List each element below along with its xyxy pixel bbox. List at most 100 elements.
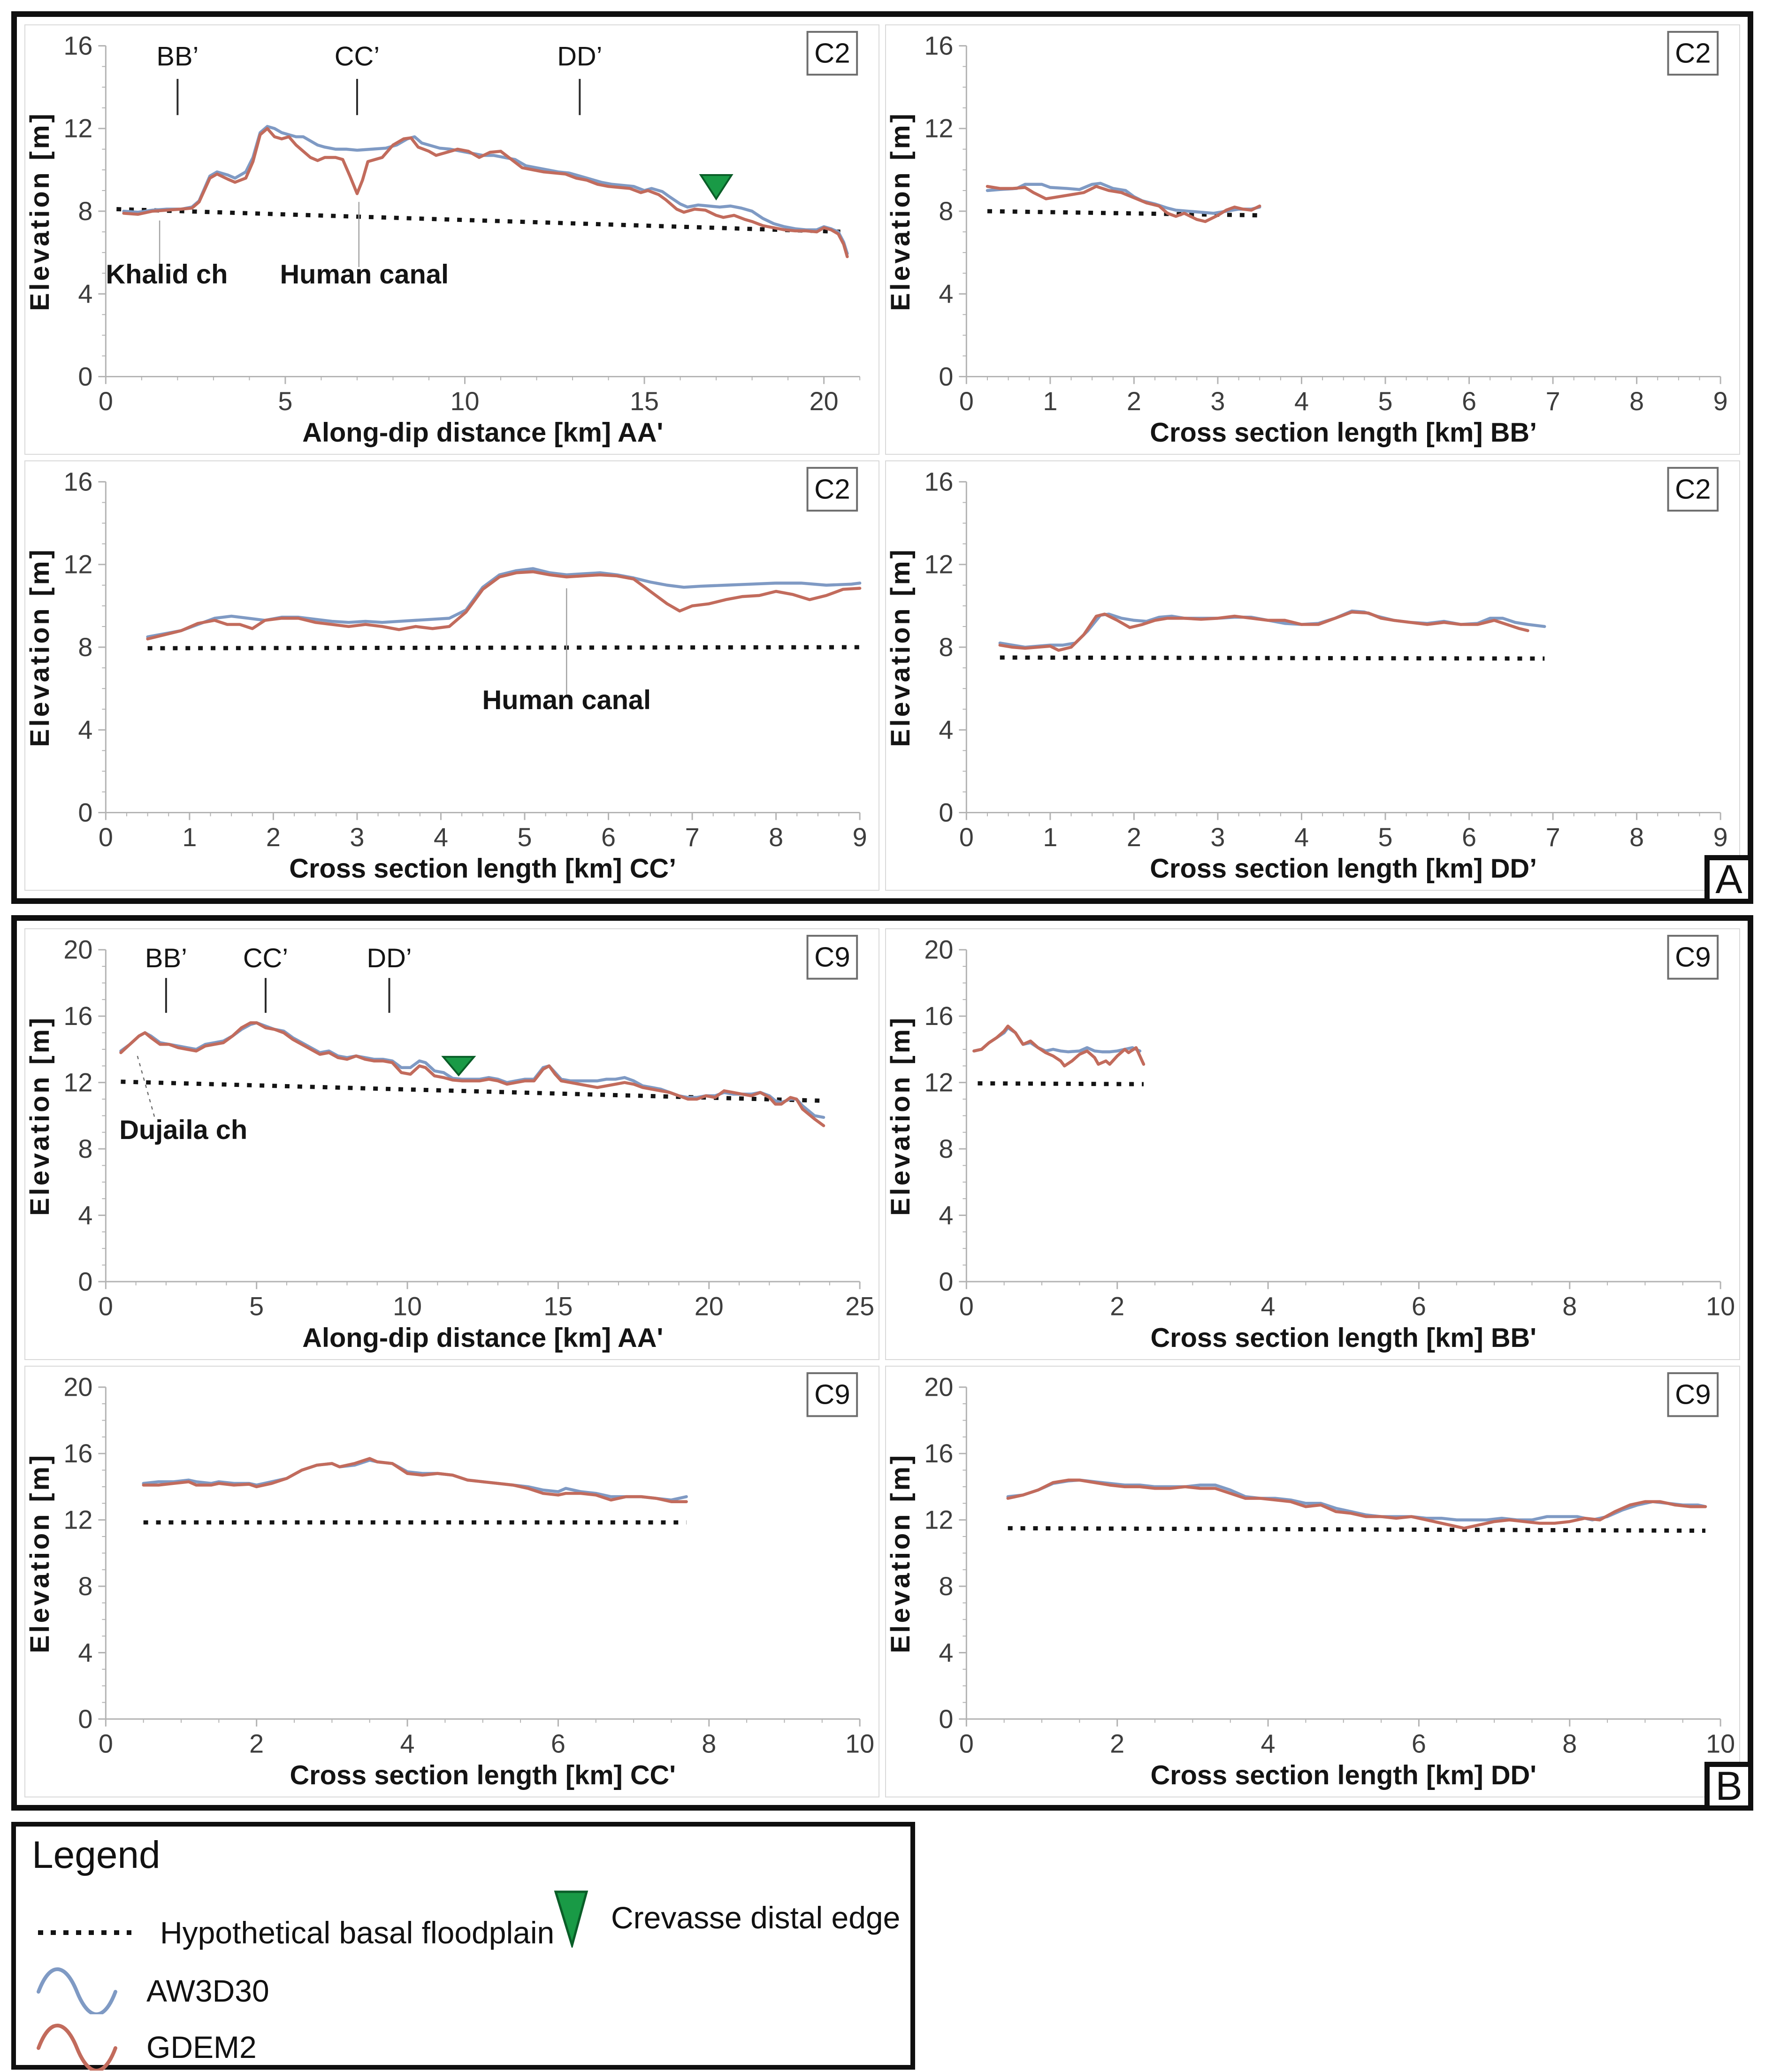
svg-text:Elevation [m]: Elevation [m] [25,547,55,747]
svg-text:4: 4 [1294,387,1309,416]
svg-text:8: 8 [1629,823,1644,852]
svg-text:Dujaila ch: Dujaila ch [119,1115,247,1145]
chart-c2-cross-cc: 0 4 8 12 16 0 1 2 3 4 5 6 7 8 9 Cross section length [k… [24,460,879,891]
svg-text:8: 8 [78,1572,92,1601]
svg-text:16: 16 [63,467,92,497]
svg-text:4: 4 [400,1729,415,1759]
dashed-line-icon [38,1930,131,1935]
svg-text:3: 3 [350,823,364,852]
svg-text:Human canal: Human canal [482,685,651,715]
svg-text:C9: C9 [814,941,850,973]
svg-text:5: 5 [1378,823,1393,852]
svg-text:0: 0 [939,798,953,827]
svg-text:20: 20 [695,1292,724,1321]
svg-text:12: 12 [924,550,953,579]
svg-text:8: 8 [939,1572,953,1601]
svg-text:7: 7 [1546,823,1560,852]
svg-text:16: 16 [63,1439,92,1468]
svg-text:4: 4 [78,715,92,744]
svg-text:4: 4 [939,715,953,744]
svg-text:Cross section length [km] BB': Cross section length [km] BB' [1150,1323,1536,1353]
svg-text:8: 8 [1562,1729,1577,1759]
svg-text:20: 20 [63,1373,92,1402]
svg-text:8: 8 [1629,387,1644,416]
svg-text:9: 9 [1713,387,1728,416]
svg-text:12: 12 [924,114,953,143]
svg-text:Elevation [m]: Elevation [m] [25,1016,55,1216]
red-wave-icon [37,2024,117,2071]
svg-text:2: 2 [1110,1729,1124,1759]
svg-text:Along-dip distance [km] AA': Along-dip distance [km] AA' [302,418,663,448]
svg-text:C2: C2 [814,37,850,69]
crevasse-triangle-icon [554,1890,588,1948]
chart-c2-cross-bb: 0 4 8 12 16 0 1 2 3 4 5 6 7 8 9 Cross section length [k… [885,24,1740,455]
svg-text:8: 8 [78,633,92,662]
svg-text:20: 20 [924,1373,953,1402]
svg-text:9: 9 [1713,823,1728,852]
svg-text:6: 6 [1412,1729,1426,1759]
svg-text:6: 6 [1412,1292,1426,1321]
svg-text:DD’: DD’ [557,42,602,72]
svg-text:2: 2 [249,1729,264,1759]
chart-svg-c9-along-dip-aa: 0 4 8 12 16 20 0 5 10 15 20 25 Along-dip distance [k… [25,934,874,1353]
svg-text:0: 0 [99,387,113,416]
svg-text:0: 0 [959,387,974,416]
svg-text:4: 4 [1261,1729,1276,1759]
svg-text:15: 15 [630,387,659,416]
svg-text:Elevation [m]: Elevation [m] [886,1453,916,1653]
svg-text:BB’: BB’ [156,42,199,72]
svg-text:Along-dip distance [km] AA': Along-dip distance [km] AA' [302,1323,663,1353]
svg-text:2: 2 [1127,823,1141,852]
svg-text:16: 16 [924,467,953,497]
svg-text:16: 16 [924,1002,953,1031]
svg-text:15: 15 [543,1292,573,1321]
svg-text:8: 8 [939,1134,953,1163]
svg-text:0: 0 [939,1705,953,1734]
svg-text:6: 6 [601,823,616,852]
svg-text:0: 0 [959,1729,974,1759]
svg-text:5: 5 [1378,387,1393,416]
panel-a-grid: 0 4 8 12 16 0 5 10 15 20 Along-dip distance [km] A… [17,17,1748,898]
legend-item-crevasse: Crevasse distal edge [554,1888,900,1948]
svg-text:6: 6 [551,1729,565,1759]
svg-text:8: 8 [1562,1292,1577,1321]
svg-text:0: 0 [99,1729,113,1759]
svg-text:7: 7 [1546,387,1560,416]
svg-text:0: 0 [959,823,974,852]
svg-text:7: 7 [685,823,700,852]
svg-text:Cross section length [km] BB’: Cross section length [km] BB’ [1150,418,1537,448]
svg-text:Khalid ch: Khalid ch [106,260,228,290]
svg-text:0: 0 [78,1705,92,1734]
panel-b-label: B [1704,1762,1753,1811]
svg-text:4: 4 [939,1200,953,1230]
svg-text:0: 0 [939,1267,953,1296]
svg-text:6: 6 [1462,387,1476,416]
legend-item-aw3d30: AW3D30 [35,1967,269,2014]
chart-c9-along-dip-aa: 0 4 8 12 16 20 0 5 10 15 20 25 Along-dip distance [k… [24,928,879,1360]
svg-text:8: 8 [939,633,953,662]
chart-svg-c9-cross-dd: 0 4 8 12 16 20 0 2 4 6 8 10 Cross section length [km… [886,1372,1735,1790]
chart-c9-cross-cc: 0 4 8 12 16 20 0 2 4 6 8 10 Cross section length [km… [24,1366,879,1797]
legend-item-label: Crevasse distal edge [611,1900,901,1935]
svg-text:10: 10 [1706,1729,1735,1759]
svg-text:0: 0 [78,1267,92,1296]
svg-text:C2: C2 [814,473,850,505]
legend-item-basal-floodplain: Hypothetical basal floodplain [37,1915,554,1950]
panel-b: 0 4 8 12 16 20 0 5 10 15 20 25 Along-dip distance [k… [11,915,1753,1811]
svg-text:Human canal: Human canal [280,260,449,290]
svg-text:Elevation [m]: Elevation [m] [886,111,916,311]
svg-text:8: 8 [702,1729,716,1759]
svg-text:8: 8 [769,823,783,852]
svg-text:1: 1 [182,823,197,852]
legend-item-label: Hypothetical basal floodplain [160,1915,555,1950]
svg-text:Elevation [m]: Elevation [m] [886,547,916,747]
svg-text:0: 0 [99,1292,113,1321]
svg-text:Cross section length [km] DD': Cross section length [km] DD' [1150,1760,1536,1790]
svg-text:C2: C2 [1675,37,1711,69]
svg-text:Cross section length [km] CC': Cross section length [km] CC' [290,1760,676,1790]
svg-text:4: 4 [78,279,92,308]
svg-text:CC’: CC’ [243,943,288,973]
svg-text:CC’: CC’ [335,42,380,72]
